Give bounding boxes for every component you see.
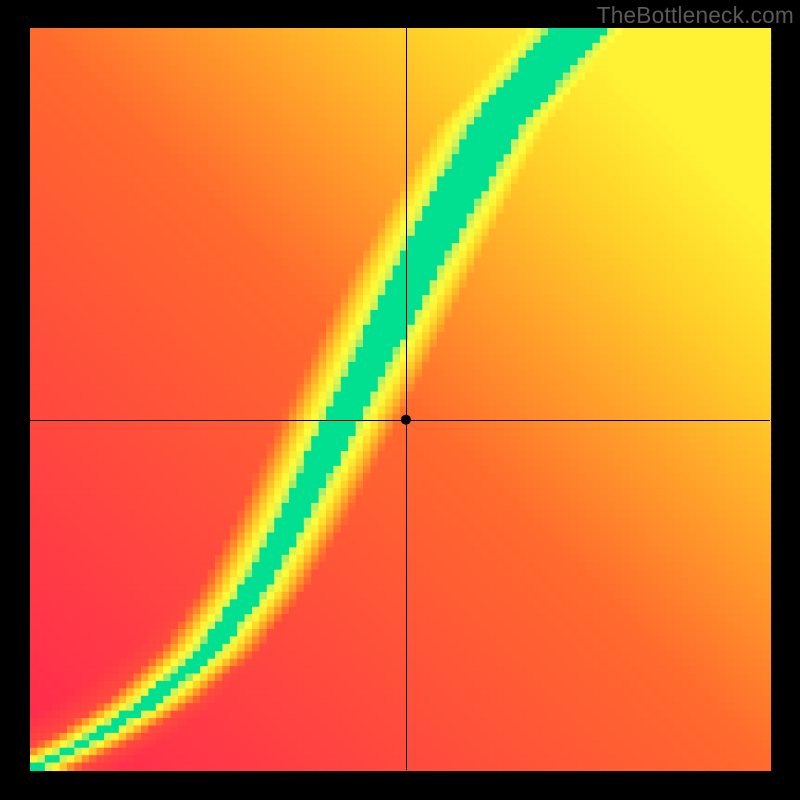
watermark-text: TheBottleneck.com [597, 0, 800, 29]
bottleneck-heatmap [0, 0, 800, 800]
chart-container: TheBottleneck.com [0, 0, 800, 800]
